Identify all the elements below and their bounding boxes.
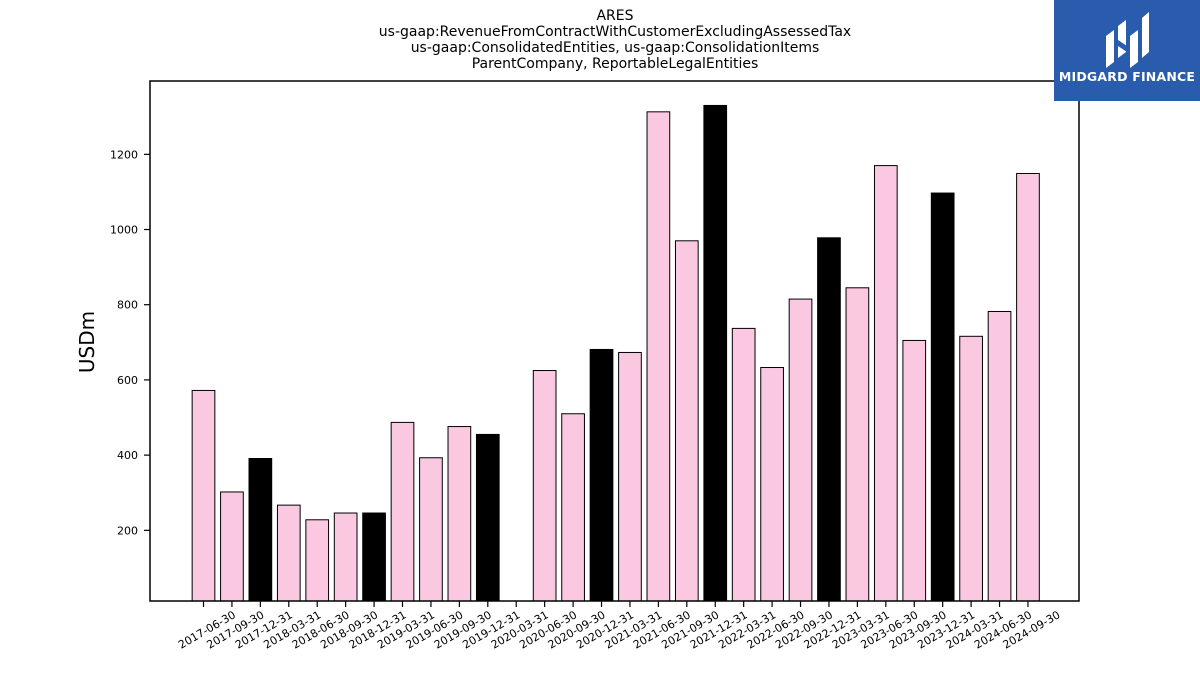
y-tick-label: 600: [117, 374, 138, 387]
title-axis: us-gaap:ConsolidatedEntities, us-gaap:Co…: [410, 40, 820, 56]
bar: [1016, 172, 1040, 602]
bar: [419, 457, 443, 602]
plot-frame: [149, 80, 1080, 602]
y-tick-label: 400: [117, 449, 138, 462]
bar: [191, 389, 216, 602]
bar: [276, 504, 301, 602]
bar: [475, 433, 500, 602]
bar: [561, 413, 585, 602]
title-company: ARES: [596, 8, 634, 24]
bar: [333, 512, 358, 602]
bar: [674, 240, 699, 602]
bar: [930, 192, 955, 602]
bar: [532, 370, 557, 602]
bar: [362, 512, 386, 602]
bar: [987, 310, 1012, 602]
bar: [731, 327, 756, 602]
bar: [817, 237, 841, 602]
brand-logo: MIDGARD FINANCE: [1054, 0, 1200, 101]
midgard-logo-icon: [1106, 12, 1149, 68]
bar: [305, 519, 330, 602]
bar: [447, 426, 472, 602]
bar: [959, 335, 983, 602]
bar: [902, 339, 927, 602]
bar: [589, 348, 614, 602]
bar: [220, 491, 244, 602]
bar: [248, 458, 273, 602]
bar: [618, 351, 642, 602]
logo-text: MIDGARD FINANCE: [1058, 69, 1196, 84]
bar: [788, 298, 813, 602]
bar: [845, 287, 870, 602]
bar: [646, 111, 671, 602]
y-tick-label: 1000: [110, 224, 138, 237]
title-concept: us-gaap:RevenueFromContractWithCustomerE…: [378, 24, 852, 40]
title-members: ParentCompany, ReportableLegalEntities: [471, 56, 759, 72]
y-tick-label: 1200: [110, 148, 138, 161]
bar: [703, 104, 728, 602]
bar: [390, 421, 415, 602]
bar: [760, 367, 784, 602]
y-tick-label: 200: [117, 524, 138, 537]
bar: [873, 165, 898, 602]
y-tick-label: 800: [117, 299, 138, 312]
